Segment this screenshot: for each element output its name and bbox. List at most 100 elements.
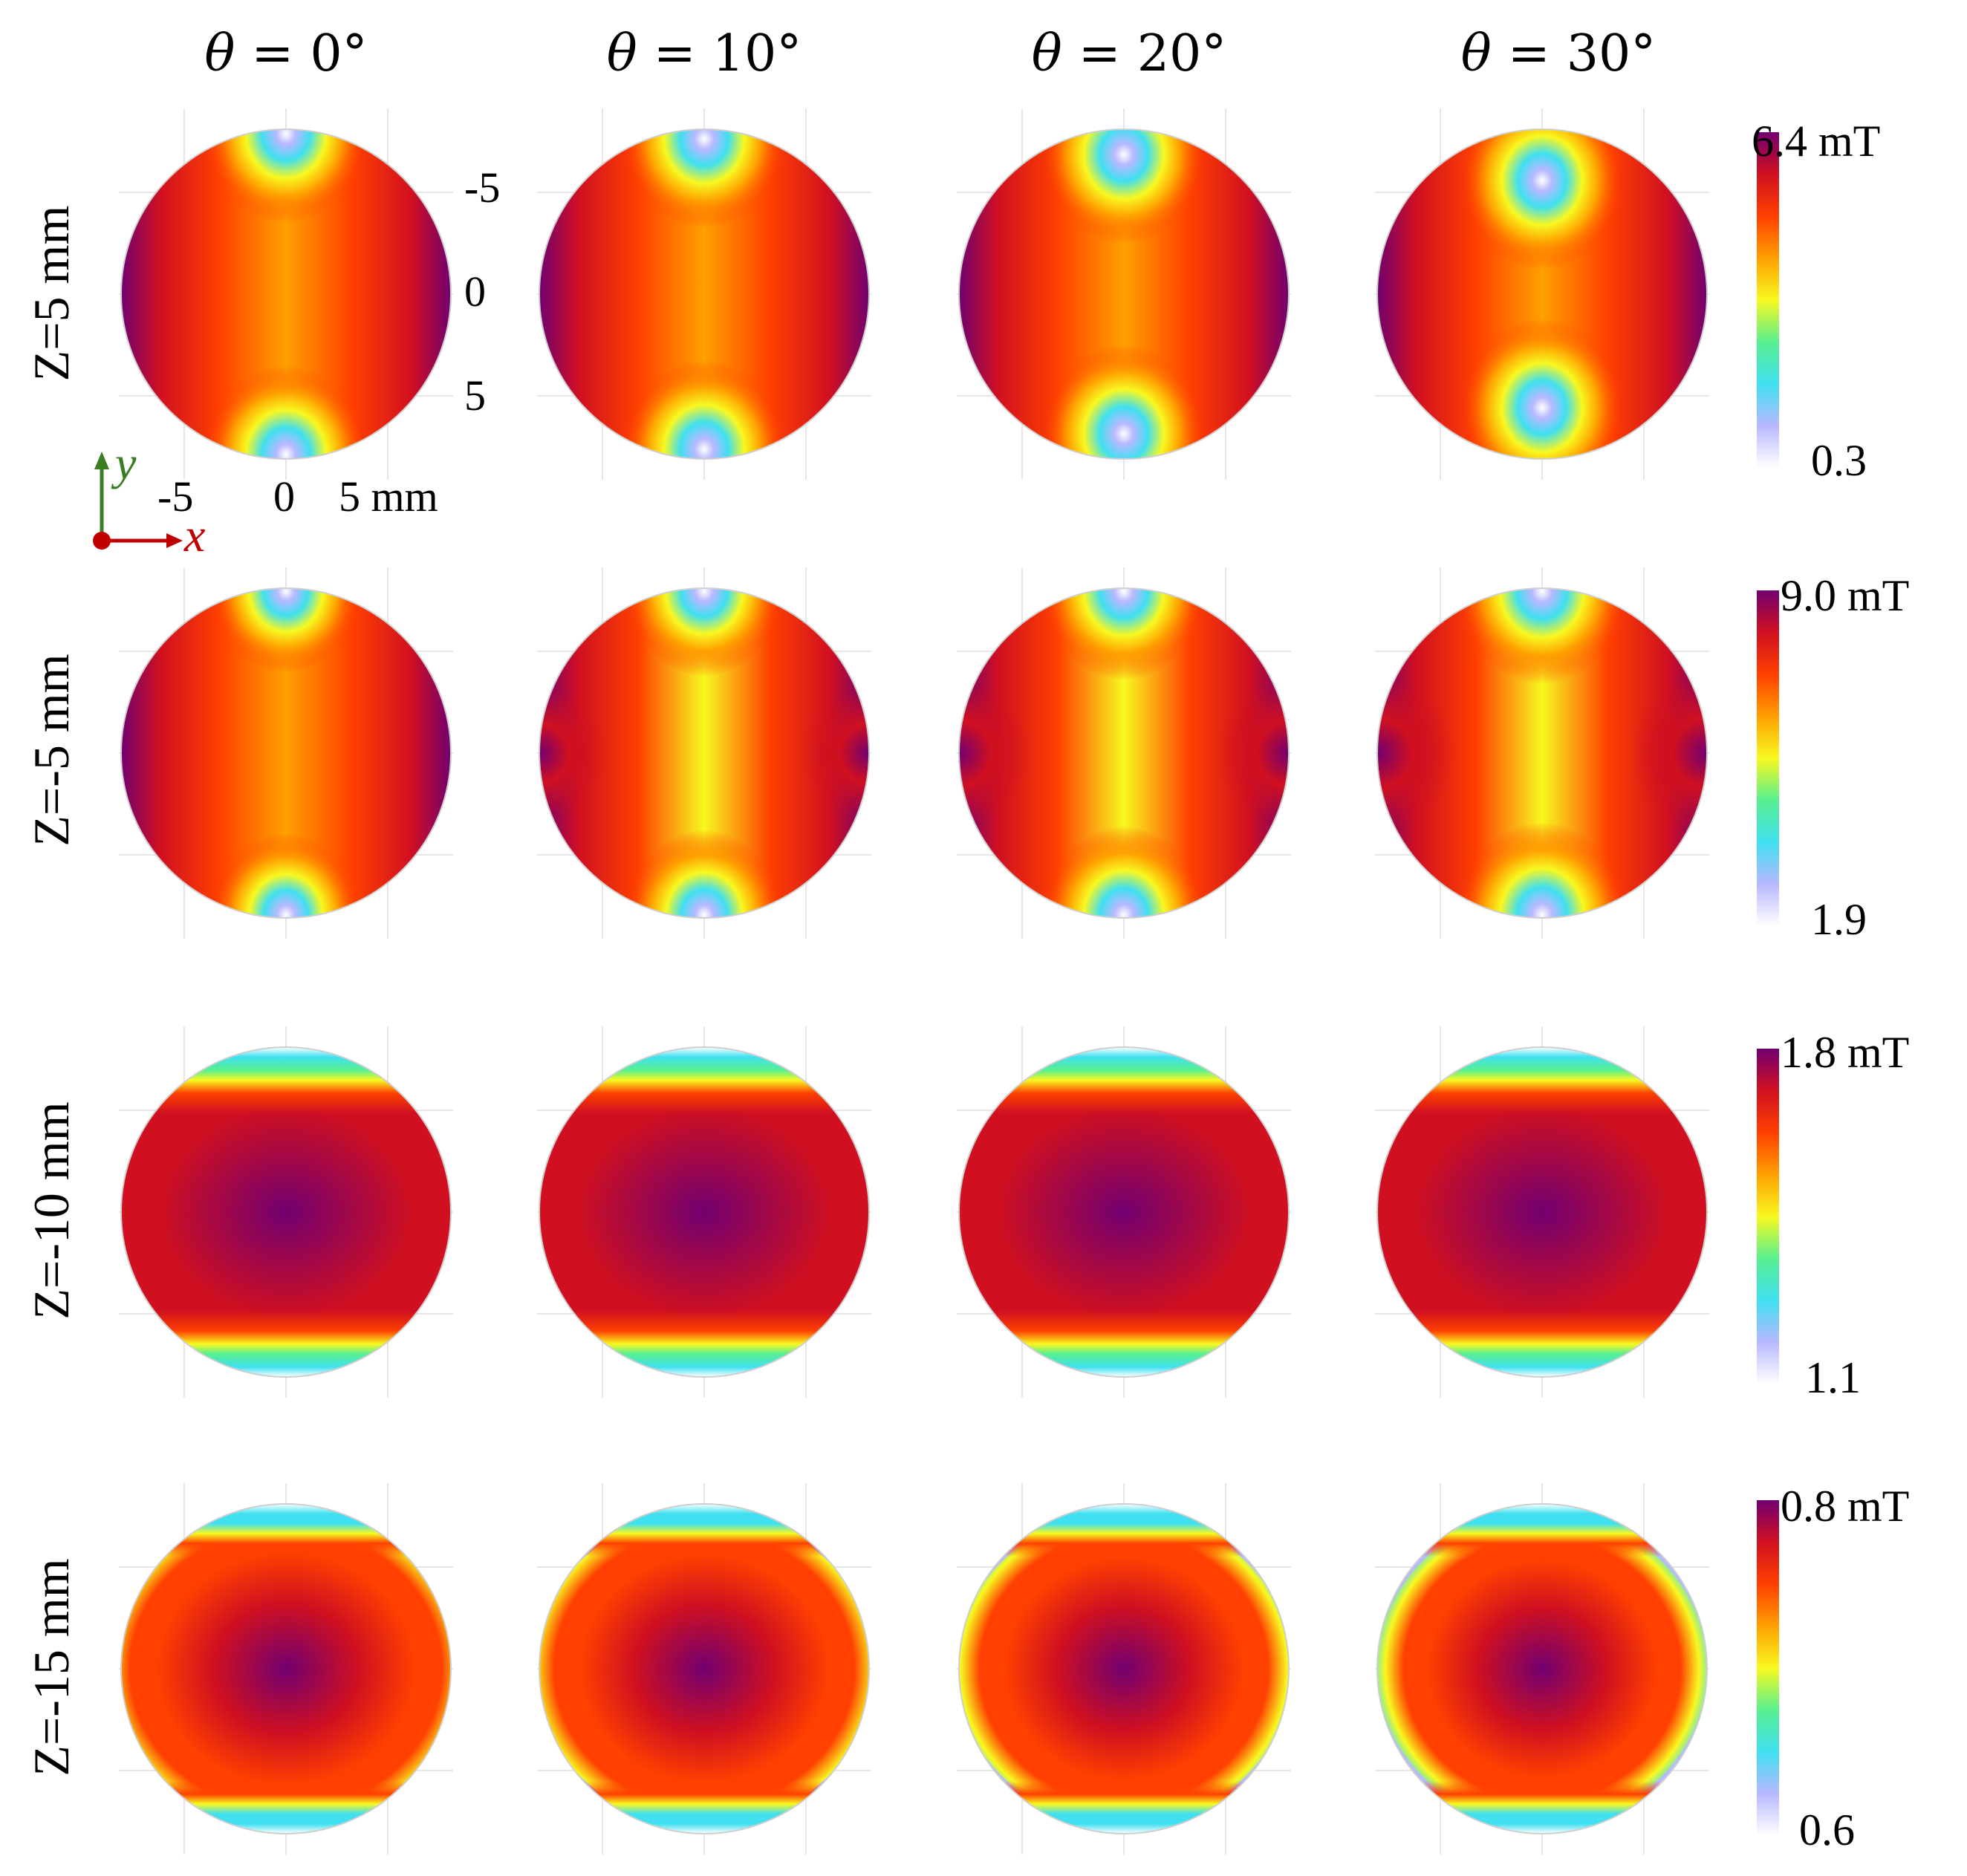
row-label-z-minus-5: Z=-5 mm — [23, 654, 79, 846]
panel-outline — [1376, 587, 1708, 919]
low-field-spot — [1458, 822, 1626, 918]
panel-outline — [958, 587, 1290, 919]
low-field-spot — [1458, 588, 1626, 684]
heatmap-field — [539, 1047, 869, 1377]
colorbar-max-label-row-1: 6.4 mT — [1752, 117, 1880, 166]
colorbars: 6.4 mT 0.3 9.0 mT 1.9 1.8 mT 1.1 0.8 mT … — [1752, 117, 1909, 1854]
x-axis-arrow-head — [166, 533, 183, 548]
panel-outline — [120, 128, 452, 460]
axis-triad: y x — [93, 437, 205, 561]
column-headers: θ = 0° θ = 10° θ = 20° θ = 30° — [204, 25, 1656, 83]
colorbar-row-2: 9.0 mT 1.9 — [1757, 571, 1909, 944]
heatmap-panel — [958, 1503, 1290, 1834]
heatmap-panel — [120, 128, 452, 460]
x-tick-5-mm: 5 mm — [339, 472, 438, 521]
colorbar-min-label-row-3: 1.1 — [1805, 1353, 1861, 1402]
y-tick-0: 0 — [464, 267, 486, 316]
bottom-band — [121, 1504, 451, 1834]
x-tick-0: 0 — [273, 472, 295, 521]
column-header-theta-30: θ = 30° — [1461, 25, 1656, 83]
colorbar-row-3: 1.8 mT 1.1 — [1757, 1028, 1909, 1402]
bottom-band — [959, 1047, 1289, 1377]
heatmap-panel — [120, 1503, 452, 1834]
row-label-z-5: Z=5 mm — [23, 206, 79, 382]
heatmap-panel — [120, 587, 452, 919]
colorbar-row-4: 0.8 mT 0.6 — [1757, 1482, 1909, 1854]
heatmap-field — [121, 1047, 451, 1377]
heatmap-panel — [539, 1503, 870, 1834]
heatmap-field — [1377, 1047, 1707, 1377]
heatmap-field — [1377, 1504, 1707, 1834]
heatmap-field — [1377, 129, 1707, 459]
panel-outline — [539, 587, 870, 919]
bottom-band — [539, 1047, 869, 1377]
heatmap-field — [959, 1047, 1289, 1377]
y-axis-arrow-head — [94, 452, 109, 469]
column-header-theta-20: θ = 20° — [1032, 25, 1226, 83]
colorbar-row-1: 6.4 mT 0.3 — [1752, 117, 1880, 485]
heatmap-panel — [539, 1046, 870, 1378]
low-field-spot — [627, 830, 781, 918]
low-field-spot — [1462, 129, 1622, 270]
colorbar-min-label-row-2: 1.9 — [1811, 895, 1867, 944]
low-field-spot — [206, 129, 366, 223]
heatmap-panels — [120, 128, 1708, 1834]
row-label-z-minus-10: Z=-10 mm — [23, 1101, 79, 1319]
panel-outline — [1376, 1046, 1708, 1378]
heatmap-field — [959, 1504, 1289, 1834]
heatmap-field — [539, 129, 869, 459]
panel-outline — [120, 1046, 452, 1378]
y-axis-letter: y — [111, 437, 137, 489]
panel-outline — [1376, 1503, 1708, 1834]
bottom-band — [959, 1504, 1289, 1834]
low-field-spot — [212, 588, 360, 673]
colorbar-ramp-row-1 — [1757, 132, 1779, 468]
triad-origin-dot — [93, 532, 111, 550]
heatmap-panel — [1376, 128, 1708, 460]
heatmap-panel — [1376, 1503, 1708, 1834]
heatmap-panel — [958, 128, 1290, 460]
heatmap-panel — [120, 1046, 452, 1378]
x-axis-letter: x — [183, 509, 205, 561]
heatmap-panel — [958, 1046, 1290, 1378]
panel-outline — [539, 1503, 870, 1834]
panel-outline — [1376, 128, 1708, 460]
heatmap-field — [121, 129, 451, 459]
heatmap-field — [539, 1504, 869, 1834]
low-field-spot — [206, 365, 366, 459]
column-header-theta-0: θ = 0° — [204, 25, 367, 83]
colorbar-ramp-row-3 — [1757, 1049, 1779, 1384]
heatmap-field — [959, 129, 1289, 459]
colorbar-max-label-row-4: 0.8 mT — [1781, 1482, 1909, 1531]
y-tick-minus-5: -5 — [464, 163, 500, 212]
panel-outline — [958, 1503, 1290, 1834]
panel-outline — [539, 1046, 870, 1378]
colorbar-max-label-row-2: 9.0 mT — [1781, 571, 1909, 620]
column-header-theta-10: θ = 10° — [607, 25, 802, 83]
panel-outline — [958, 128, 1290, 460]
edge-spot — [1629, 675, 1707, 831]
colorbar-max-label-row-3: 1.8 mT — [1781, 1028, 1909, 1077]
heatmap-panel — [1376, 587, 1708, 919]
bottom-band — [1377, 1504, 1707, 1834]
edge-spot — [1377, 675, 1455, 831]
heatmap-panel — [958, 587, 1290, 919]
low-field-spot — [627, 588, 781, 677]
heatmap-field — [1377, 588, 1707, 918]
bottom-band — [539, 1504, 869, 1834]
colorbar-ramp-row-4 — [1757, 1500, 1779, 1836]
panel-outline — [120, 1503, 452, 1834]
low-field-spot — [624, 360, 784, 459]
row-label-z-minus-15: Z=-15 mm — [23, 1558, 79, 1776]
heatmap-panel — [1376, 1046, 1708, 1378]
y-tick-5: 5 — [464, 371, 486, 420]
heatmap-field — [121, 1504, 451, 1834]
heatmap-panel — [539, 587, 870, 919]
panel-outline — [958, 1046, 1290, 1378]
bottom-band — [121, 1047, 451, 1377]
colorbar-min-label-row-1: 0.3 — [1811, 436, 1867, 485]
axis-tick-labels: -5 0 5 -5 0 5 mm — [157, 163, 500, 521]
colorbar-ramp-row-2 — [1757, 590, 1779, 926]
low-field-spot — [1044, 345, 1204, 459]
